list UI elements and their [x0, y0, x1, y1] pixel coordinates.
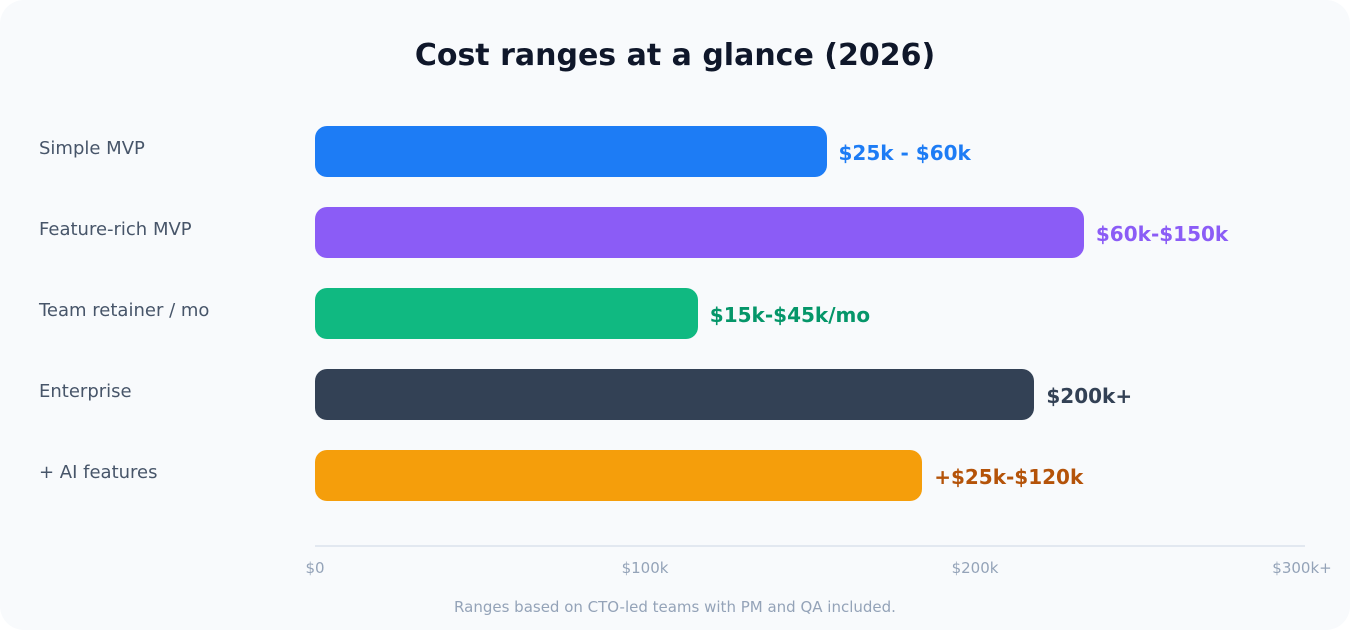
bar	[315, 126, 827, 177]
category-label: Feature-rich MVP	[39, 219, 192, 240]
bar-value-label: $60k-$150k	[1095, 222, 1229, 246]
bar-value-label: $15k-$45k/mo	[709, 303, 871, 327]
category-label: + AI features	[39, 462, 158, 483]
chart-footnote: Ranges based on CTO-led teams with PM an…	[454, 598, 896, 616]
bar	[315, 288, 698, 339]
bar	[315, 450, 923, 501]
bar-value-label: +$25k-$120k	[934, 465, 1084, 489]
category-label: Simple MVP	[39, 138, 145, 159]
x-tick-label: $300k+	[1272, 559, 1332, 577]
x-tick-label: $0	[305, 559, 325, 577]
bar-value-label: $25k - $60k	[838, 141, 971, 165]
bar	[315, 207, 1084, 258]
x-tick-label: $200k	[951, 559, 999, 577]
x-axis-line	[315, 545, 1305, 547]
chart-title: Cost ranges at a glance (2026)	[414, 38, 936, 73]
bar	[315, 369, 1035, 420]
category-label: Team retainer / mo	[39, 300, 210, 321]
category-label: Enterprise	[39, 381, 132, 402]
bar-value-label: $200k+	[1046, 384, 1133, 408]
x-tick-label: $100k	[621, 559, 669, 577]
